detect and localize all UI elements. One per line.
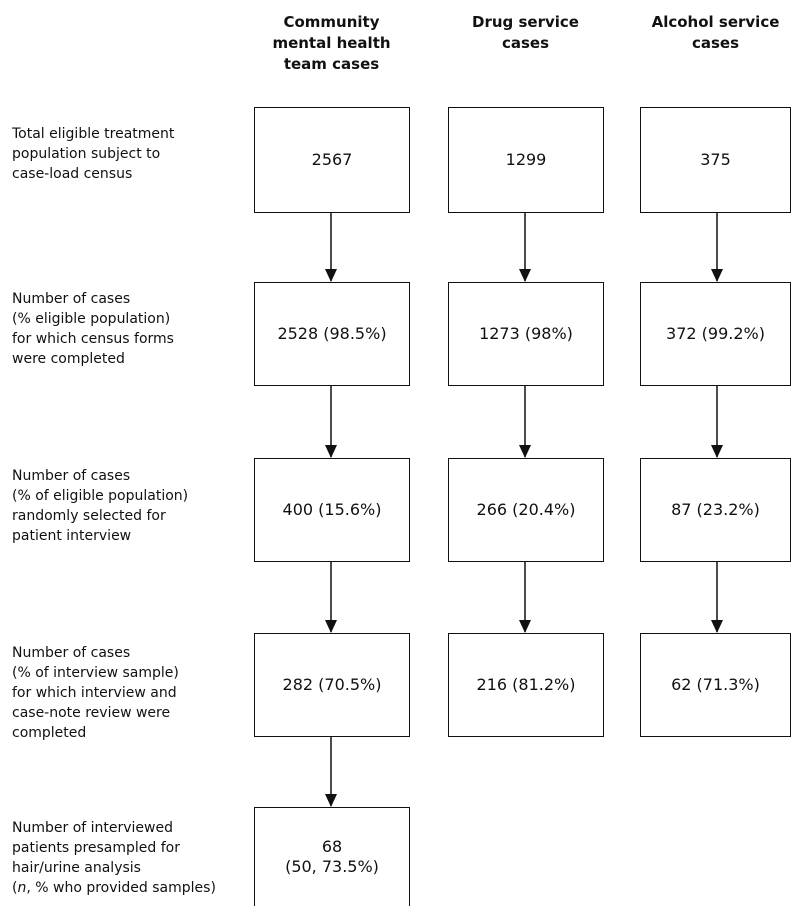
column-heading-cmht: Community mental health team cases — [272, 13, 391, 73]
box-drug-census: 1273 (98%) — [448, 282, 604, 386]
column-heading-alcohol: Alcohol service cases — [651, 13, 780, 52]
box-drug-eligible: 1299 — [448, 107, 604, 213]
box-alcohol-selected: 87 (23.2%) — [640, 458, 791, 562]
row-label-interview-completed: Number of cases (% of interview sample) … — [12, 645, 179, 741]
box-alcohol-eligible: 375 — [640, 107, 791, 213]
box-alcohol-interviewed: 62 (71.3%) — [640, 633, 791, 737]
box-drug-selected: 266 (20.4%) — [448, 458, 604, 562]
row-label-census-completed: Number of cases (% eligible population) … — [12, 291, 174, 367]
box-cmht-selected: 400 (15.6%) — [254, 458, 410, 562]
box-cmht-interviewed: 282 (70.5%) — [254, 633, 410, 737]
box-drug-interviewed: 216 (81.2%) — [448, 633, 604, 737]
box-cmht-census: 2528 (98.5%) — [254, 282, 410, 386]
row-label-hair-urine: Number of interviewed patients presample… — [12, 818, 242, 898]
row-label-last-line: (n, % who provided samples) — [12, 880, 216, 896]
row-label-eligible-population: Total eligible treatment population subj… — [12, 126, 175, 182]
column-heading-drug: Drug service cases — [472, 13, 579, 52]
row-label-selected-interview: Number of cases (% of eligible populatio… — [12, 468, 189, 544]
box-cmht-eligible: 2567 — [254, 107, 410, 213]
box-alcohol-census: 372 (99.2%) — [640, 282, 791, 386]
box-cmht-hair-urine: 68 (50, 73.5%) — [254, 807, 410, 906]
